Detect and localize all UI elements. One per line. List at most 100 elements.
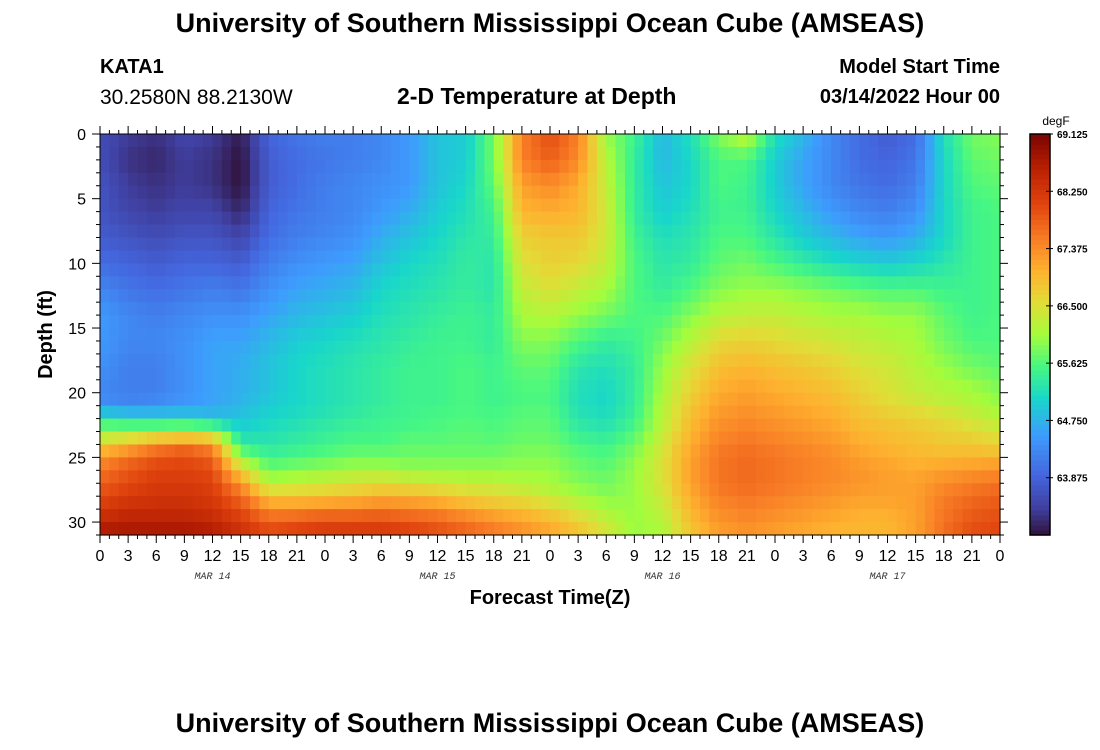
heatmap-cell xyxy=(296,496,307,510)
heatmap-cell xyxy=(746,457,757,471)
heatmap-cell xyxy=(812,366,823,381)
heatmap-cell xyxy=(165,496,176,510)
heatmap-cell xyxy=(250,431,260,446)
heatmap-cell xyxy=(690,366,701,381)
heatmap-cell xyxy=(653,134,664,148)
heatmap-cell xyxy=(709,405,720,420)
heatmap-cell xyxy=(653,444,664,458)
heatmap-cell xyxy=(653,366,664,381)
heatmap-cell xyxy=(784,366,795,381)
heatmap-cell xyxy=(231,146,242,161)
heatmap-cell xyxy=(775,470,785,484)
heatmap-cell xyxy=(775,185,785,200)
heatmap-cell xyxy=(784,392,795,407)
heatmap-cell xyxy=(465,431,476,446)
heatmap-cell xyxy=(128,457,139,471)
heatmap-cell xyxy=(371,224,382,239)
heatmap-cell xyxy=(831,185,842,200)
heatmap-cell xyxy=(146,444,157,458)
heatmap-cell xyxy=(437,340,448,355)
heatmap-cell xyxy=(250,237,260,252)
heatmap-cell xyxy=(118,366,129,381)
heatmap-cell xyxy=(718,224,729,239)
colorbar-segment xyxy=(1030,369,1050,376)
heatmap-cell xyxy=(578,172,589,187)
colorbar-segment xyxy=(1030,489,1050,496)
heatmap-cell xyxy=(203,263,214,277)
heatmap-cell xyxy=(409,198,420,213)
heatmap-cell xyxy=(118,340,129,355)
heatmap-cell xyxy=(287,315,298,329)
heatmap-cell xyxy=(709,315,720,329)
heatmap-cell xyxy=(596,470,607,484)
heatmap-cell xyxy=(878,302,889,316)
heatmap-cell xyxy=(250,379,260,394)
heatmap-cell xyxy=(887,328,898,342)
heatmap-cell xyxy=(821,134,832,148)
heatmap-cell xyxy=(756,172,767,187)
heatmap-cell xyxy=(278,366,289,381)
heatmap-cell xyxy=(193,366,204,381)
heatmap-cell xyxy=(428,211,439,226)
heatmap-cell xyxy=(746,198,757,213)
heatmap-cell xyxy=(671,185,682,200)
heatmap-cell xyxy=(587,496,598,510)
heatmap-cell xyxy=(418,172,429,187)
heatmap-cell xyxy=(934,237,945,252)
heatmap-cell xyxy=(325,418,335,433)
heatmap-cell xyxy=(625,134,635,148)
heatmap-cell xyxy=(550,185,560,200)
heatmap-cell xyxy=(296,418,307,433)
heatmap-cell xyxy=(690,237,701,252)
heatmap-cell xyxy=(306,405,317,420)
heatmap-cell xyxy=(653,289,664,303)
y-tick-label: 25 xyxy=(68,450,86,467)
colorbar-segment xyxy=(1030,159,1050,165)
heatmap-cell xyxy=(146,211,157,226)
heatmap-cell xyxy=(175,302,185,316)
heatmap-cell xyxy=(953,522,964,536)
heatmap-cell xyxy=(418,418,429,433)
heatmap-cell xyxy=(821,211,832,226)
heatmap-cell xyxy=(362,328,373,342)
heatmap-cell xyxy=(475,496,485,510)
heatmap-cell xyxy=(446,470,457,484)
heatmap-cell xyxy=(653,418,664,433)
heatmap-cell xyxy=(643,172,654,187)
heatmap-cell xyxy=(653,379,664,394)
heatmap-cell xyxy=(353,211,364,226)
heatmap-cell xyxy=(746,134,757,148)
heatmap-cell xyxy=(446,353,457,368)
heatmap-cell xyxy=(325,483,335,497)
heatmap-cell xyxy=(653,431,664,446)
heatmap-cell xyxy=(925,340,935,355)
heatmap-cell xyxy=(503,328,514,342)
colorbar-segment xyxy=(1030,289,1050,295)
heatmap-cell xyxy=(137,276,148,290)
heatmap-cell xyxy=(221,172,232,187)
heatmap-cell xyxy=(615,224,626,239)
heatmap-cell xyxy=(268,392,279,407)
heatmap-cell xyxy=(156,379,167,394)
heatmap-cell xyxy=(118,431,129,446)
heatmap-cell xyxy=(390,470,401,484)
heatmap-cell xyxy=(793,496,804,510)
heatmap-cell xyxy=(118,522,129,536)
heatmap-cell xyxy=(850,250,860,264)
heatmap-cell xyxy=(484,172,495,187)
heatmap-cell xyxy=(971,211,982,226)
heatmap-cell xyxy=(475,431,485,446)
heatmap-cell xyxy=(175,159,185,174)
heatmap-cell xyxy=(671,405,682,420)
heatmap-cell xyxy=(278,431,289,446)
heatmap-cell xyxy=(100,315,110,329)
heatmap-cell xyxy=(653,522,664,536)
heatmap-cell xyxy=(831,522,842,536)
heatmap-cell xyxy=(128,146,139,161)
heatmap-cell xyxy=(821,276,832,290)
heatmap-cell xyxy=(353,237,364,252)
heatmap-cell xyxy=(606,457,617,471)
heatmap-cell xyxy=(287,418,298,433)
heatmap-cell xyxy=(615,185,626,200)
